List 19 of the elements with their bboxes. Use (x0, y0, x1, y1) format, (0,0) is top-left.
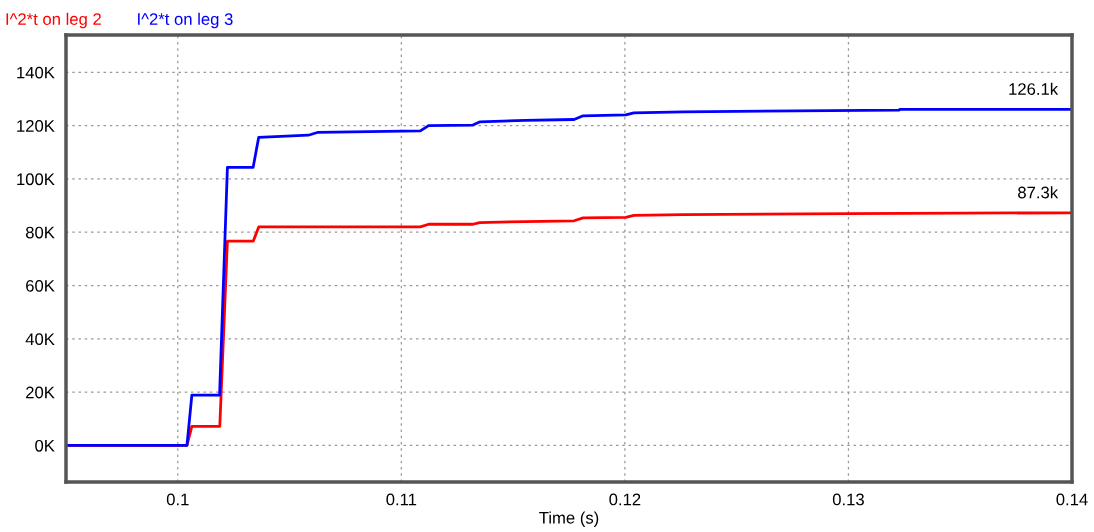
x-tick-label: 0.14 (1056, 493, 1088, 506)
y-tick-label: 60K (26, 279, 55, 292)
line-series (66, 107, 1072, 447)
x-tick-label: 0.13 (832, 493, 864, 506)
x-axis-title: Time (s) (539, 511, 599, 527)
text: I^2*t on leg 3 (138, 12, 233, 29)
y-tick-label: 120K (17, 120, 55, 132)
x-tick-label: 0.11 (386, 493, 417, 506)
x-tick-label: 0.1 (166, 493, 189, 506)
annotation: 87.3k (1018, 186, 1059, 199)
text: I^2*t on leg 2 (6, 12, 101, 29)
annotation: 126.1k (1009, 82, 1059, 95)
y-tick-label: 140K (17, 66, 55, 79)
x-tick-label: 0.12 (609, 493, 641, 506)
y-tick-label: 20K (26, 386, 55, 399)
y-tick-label: 100K (17, 173, 55, 186)
y-tick-label: 0K (35, 439, 55, 452)
y-tick-label: 80K (25, 226, 55, 239)
y-tick-label: 40K (25, 333, 55, 346)
